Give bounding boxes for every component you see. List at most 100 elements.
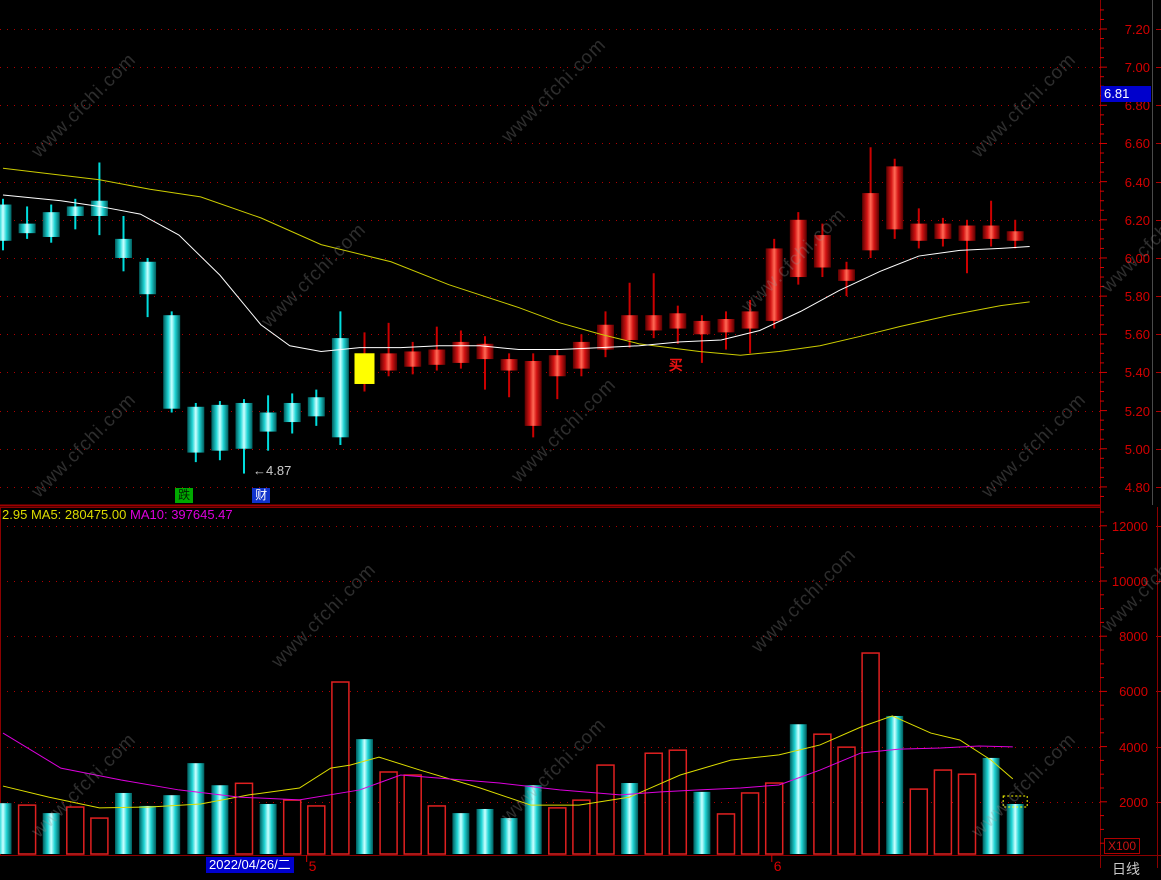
volume-bar[interactable] <box>861 652 880 855</box>
candle-body[interactable] <box>717 319 735 333</box>
volume-ma5-label[interactable]: MA5: <box>30 507 62 522</box>
volume-bar[interactable] <box>621 783 639 854</box>
volume-bar[interactable] <box>452 813 470 854</box>
volume-bar[interactable] <box>307 805 326 855</box>
candle-body[interactable] <box>18 223 36 234</box>
right-scroll-track[interactable] <box>1152 0 1153 505</box>
volume-bar[interactable] <box>1006 804 1024 854</box>
candle-body[interactable] <box>452 341 470 363</box>
candle-body[interactable] <box>404 351 422 367</box>
volume-bar[interactable] <box>548 807 567 855</box>
candle-body[interactable] <box>211 404 229 451</box>
volume-bar[interactable] <box>282 799 302 855</box>
candle-body[interactable] <box>813 235 831 268</box>
volume-ma10-value: 397645.47 <box>171 507 233 522</box>
candle-body[interactable] <box>139 261 157 295</box>
candle-body[interactable] <box>572 341 590 369</box>
volume-axis-label: 6000 <box>1119 684 1148 700</box>
volume-bar[interactable] <box>524 785 542 854</box>
volume-bar[interactable] <box>716 813 736 855</box>
volume-bar[interactable] <box>259 804 277 854</box>
volume-bar[interactable] <box>789 724 807 854</box>
candle-body[interactable] <box>741 311 759 329</box>
price-axis-label: 7.00 <box>1124 60 1150 76</box>
selected-candle-highlight[interactable] <box>354 353 375 384</box>
candle-body[interactable] <box>693 320 711 335</box>
volume-bar[interactable] <box>886 715 904 854</box>
candle-body[interactable] <box>163 315 181 409</box>
candle-body[interactable] <box>187 406 205 453</box>
volume-bar[interactable] <box>693 791 711 854</box>
price-axis-label: 5.40 <box>1124 365 1150 381</box>
volume-bar[interactable] <box>476 808 494 854</box>
volume-bar[interactable] <box>0 803 12 854</box>
volume-ma10-line <box>2 732 1013 801</box>
candle-body[interactable] <box>524 360 542 426</box>
candle-body[interactable] <box>0 204 12 241</box>
volume-bar[interactable] <box>163 795 181 854</box>
price-axis-label: 7.20 <box>1124 22 1150 37</box>
candle-body[interactable] <box>838 269 855 281</box>
candle-body[interactable] <box>283 402 301 423</box>
candle-body[interactable] <box>428 349 446 365</box>
candle-body[interactable] <box>934 223 952 239</box>
volume-bar[interactable] <box>813 733 832 855</box>
volume-bar[interactable] <box>90 817 109 855</box>
candle-body[interactable] <box>235 402 253 449</box>
volume-bar[interactable] <box>379 771 398 855</box>
volume-bar[interactable] <box>957 773 977 855</box>
volume-bar[interactable] <box>740 792 760 855</box>
volume-bar[interactable] <box>211 785 229 854</box>
low-price-annotation: ←4.87 <box>253 462 292 478</box>
period-selector[interactable]: 日线 <box>1112 861 1140 877</box>
volume-bar[interactable] <box>139 805 157 854</box>
candle-body[interactable] <box>42 212 60 237</box>
candle-body[interactable] <box>789 219 807 278</box>
selected-date-badge: 2022/04/26/二 <box>206 857 294 873</box>
volume-bar[interactable] <box>427 805 447 855</box>
volume-bar[interactable] <box>837 746 856 855</box>
candle-body[interactable] <box>597 324 614 350</box>
volume-bar[interactable] <box>572 799 591 855</box>
candle-body[interactable] <box>115 238 132 258</box>
candle-body[interactable] <box>476 343 494 360</box>
volume-bar[interactable] <box>933 769 953 855</box>
volume-bar[interactable] <box>644 752 663 855</box>
volume-bar[interactable] <box>115 792 132 854</box>
volume-bar[interactable] <box>764 782 784 855</box>
candle-body[interactable] <box>958 225 976 241</box>
candle-body[interactable] <box>621 315 639 341</box>
candle-body[interactable] <box>910 223 928 241</box>
candle-body[interactable] <box>982 225 1000 239</box>
candle-body[interactable] <box>500 359 518 371</box>
volume-bar[interactable] <box>982 757 1000 854</box>
volume-bar[interactable] <box>596 764 615 855</box>
candle-body[interactable] <box>886 166 904 230</box>
candle-body[interactable] <box>90 200 108 216</box>
candle-body[interactable] <box>259 412 277 432</box>
volume-bar[interactable] <box>187 763 205 854</box>
candle-body[interactable] <box>380 353 398 371</box>
volume-bar[interactable] <box>403 774 422 855</box>
selected-volume-highlight[interactable] <box>1002 795 1028 808</box>
candle-body[interactable] <box>66 206 84 216</box>
volume-bar[interactable] <box>234 782 254 855</box>
candle-body[interactable] <box>669 313 687 329</box>
volume-ma10-label[interactable]: MA10: <box>129 507 168 522</box>
candle-body[interactable] <box>862 193 880 251</box>
candle-body[interactable] <box>765 248 783 321</box>
candle-body[interactable] <box>331 338 349 438</box>
volume-bar[interactable] <box>668 749 688 855</box>
volume-bar[interactable] <box>42 813 60 854</box>
candle-body[interactable] <box>1006 231 1024 241</box>
volume-bar[interactable] <box>356 739 373 854</box>
volume-bar[interactable] <box>500 818 518 854</box>
candle-body[interactable] <box>307 397 325 417</box>
volume-bar[interactable] <box>909 788 929 855</box>
candle-body[interactable] <box>548 355 566 377</box>
volume-bar[interactable] <box>17 804 37 855</box>
candle-body[interactable] <box>645 315 663 331</box>
volume-bar[interactable] <box>66 806 85 855</box>
